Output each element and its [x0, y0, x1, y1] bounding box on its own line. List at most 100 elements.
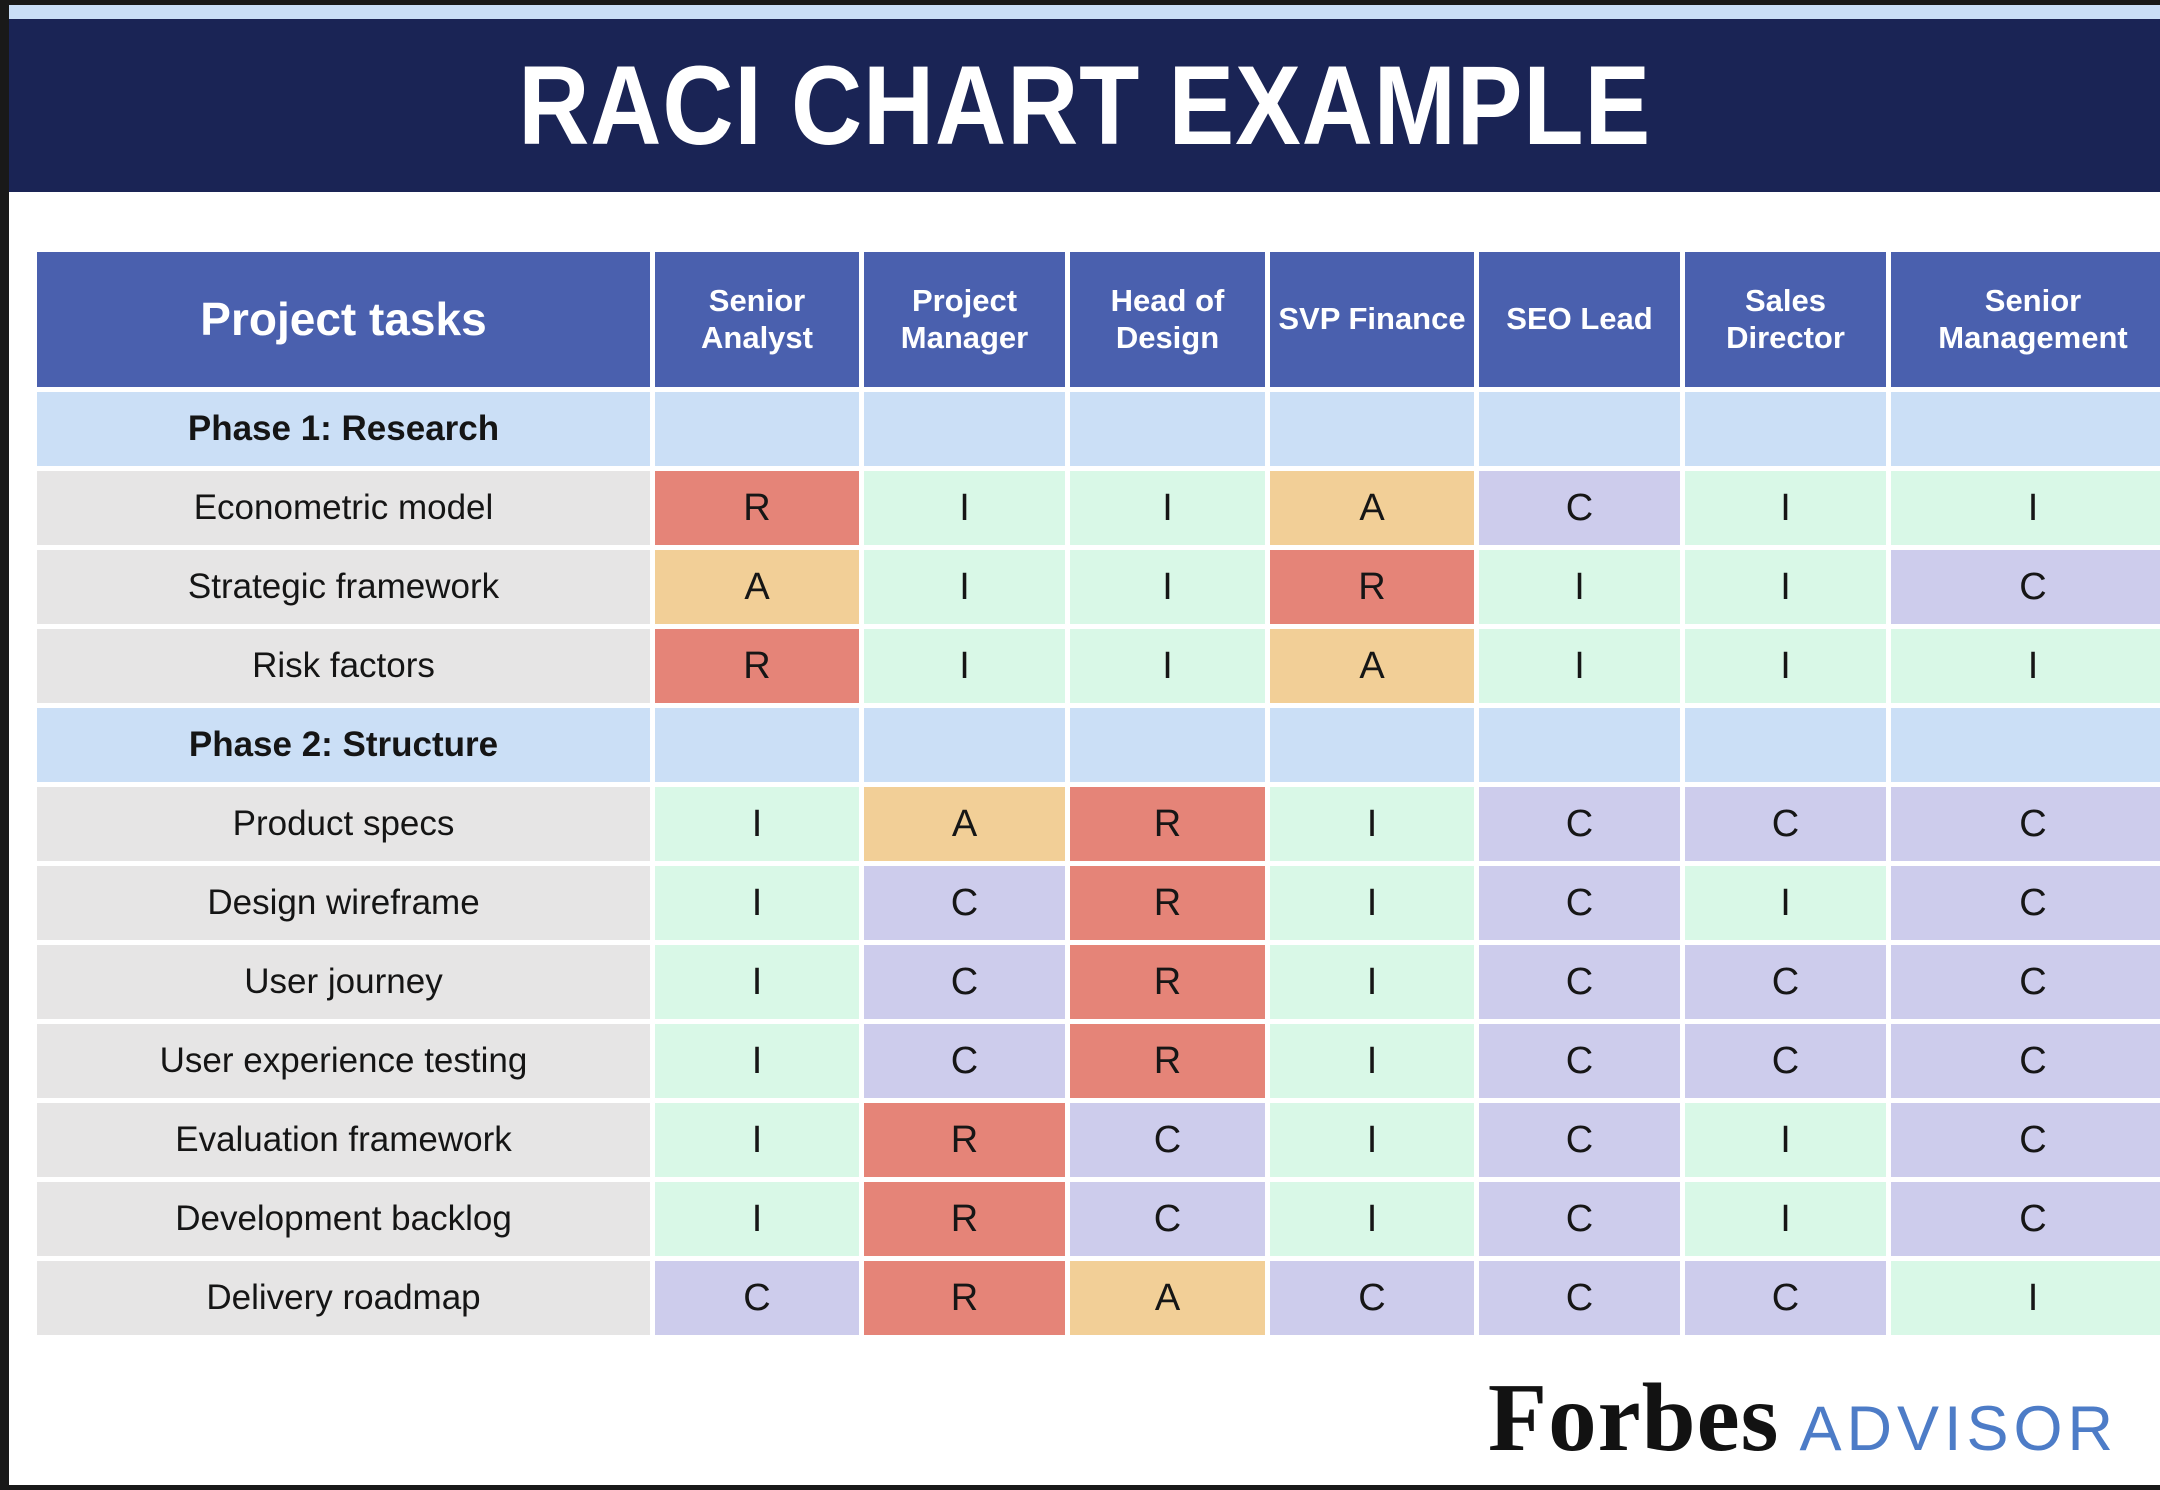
task-row-label: Product specs	[37, 787, 650, 861]
phase-row-cell	[655, 708, 859, 782]
raci-cell: I	[1270, 1103, 1474, 1177]
raci-cell: C	[1891, 945, 2160, 1019]
task-row-label: Econometric model	[37, 471, 650, 545]
raci-cell: I	[655, 866, 859, 940]
forbes-wordmark: Forbes	[1487, 1364, 1780, 1471]
raci-cell: I	[1270, 787, 1474, 861]
task-row-label: Development backlog	[37, 1182, 650, 1256]
column-header-senior-management: Senior Management	[1891, 252, 2160, 387]
phase-row-label: Phase 1: Research	[37, 392, 650, 466]
column-header-senior-analyst: Senior Analyst	[655, 252, 859, 387]
raci-cell: I	[1270, 945, 1474, 1019]
raci-cell: I	[655, 945, 859, 1019]
raci-cell: C	[1270, 1261, 1474, 1335]
raci-cell: C	[1891, 866, 2160, 940]
raci-cell: I	[1891, 629, 2160, 703]
raci-cell: C	[1479, 1103, 1680, 1177]
page-title: RACI CHART EXAMPLE	[518, 43, 1651, 168]
task-row-label: User journey	[37, 945, 650, 1019]
raci-cell: C	[1479, 787, 1680, 861]
raci-cell: I	[1685, 550, 1886, 624]
column-header-sales-director: Sales Director	[1685, 252, 1886, 387]
raci-cell: C	[1479, 471, 1680, 545]
phase-row-label: Phase 2: Structure	[37, 708, 650, 782]
raci-cell: I	[864, 550, 1065, 624]
raci-cell: I	[655, 1103, 859, 1177]
raci-cell: I	[1070, 471, 1265, 545]
phase-row-cell	[655, 392, 859, 466]
phase-row-cell	[1270, 708, 1474, 782]
raci-cell: C	[1685, 1024, 1886, 1098]
raci-cell: A	[1070, 1261, 1265, 1335]
raci-cell: I	[1270, 866, 1474, 940]
raci-cell: C	[864, 945, 1065, 1019]
raci-cell: R	[655, 471, 859, 545]
top-accent-strip	[9, 5, 2160, 19]
raci-cell: I	[1891, 471, 2160, 545]
raci-cell: I	[1891, 1261, 2160, 1335]
raci-cell: C	[864, 866, 1065, 940]
raci-cell: I	[1685, 1103, 1886, 1177]
advisor-wordmark: ADVISOR	[1799, 1394, 2118, 1464]
phase-row-cell	[1685, 392, 1886, 466]
phase-row-cell	[1070, 708, 1265, 782]
raci-cell: I	[864, 471, 1065, 545]
task-row-label: Strategic framework	[37, 550, 650, 624]
task-row-label: Delivery roadmap	[37, 1261, 650, 1335]
column-header-project-manager: Project Manager	[864, 252, 1065, 387]
raci-cell: A	[864, 787, 1065, 861]
raci-cell: I	[1070, 629, 1265, 703]
raci-cell: C	[1685, 1261, 1886, 1335]
phase-row-cell	[1479, 392, 1680, 466]
raci-cell: C	[1891, 1103, 2160, 1177]
raci-cell: I	[1479, 629, 1680, 703]
frame-edge-bottom	[0, 1485, 2160, 1490]
raci-cell: I	[1270, 1024, 1474, 1098]
raci-cell: C	[1685, 945, 1886, 1019]
raci-cell: I	[1479, 550, 1680, 624]
raci-cell: R	[1070, 945, 1265, 1019]
raci-cell: C	[864, 1024, 1065, 1098]
raci-cell: C	[1070, 1182, 1265, 1256]
raci-cell: I	[1685, 1182, 1886, 1256]
raci-cell: I	[655, 1182, 859, 1256]
raci-cell: I	[1070, 550, 1265, 624]
raci-cell: C	[1891, 1024, 2160, 1098]
raci-cell: C	[655, 1261, 859, 1335]
frame-edge-left	[0, 0, 9, 1490]
task-row-label: Risk factors	[37, 629, 650, 703]
raci-cell: I	[1685, 629, 1886, 703]
column-header-head-of-design: Head of Design	[1070, 252, 1265, 387]
raci-cell: C	[1479, 1182, 1680, 1256]
raci-cell: R	[655, 629, 859, 703]
phase-row-cell	[1891, 708, 2160, 782]
raci-cell: R	[864, 1261, 1065, 1335]
raci-cell: A	[1270, 471, 1474, 545]
raci-cell: I	[864, 629, 1065, 703]
task-row-label: Design wireframe	[37, 866, 650, 940]
raci-cell: C	[1070, 1103, 1265, 1177]
phase-row-cell	[1479, 708, 1680, 782]
raci-cell: C	[1891, 1182, 2160, 1256]
raci-cell: I	[655, 1024, 859, 1098]
title-banner: RACI CHART EXAMPLE	[9, 19, 2160, 192]
raci-cell: C	[1891, 787, 2160, 861]
raci-cell: C	[1685, 787, 1886, 861]
raci-cell: R	[1070, 866, 1265, 940]
column-header-seo-lead: SEO Lead	[1479, 252, 1680, 387]
task-row-label: User experience testing	[37, 1024, 650, 1098]
raci-cell: R	[864, 1103, 1065, 1177]
phase-row-cell	[1070, 392, 1265, 466]
phase-row-cell	[1270, 392, 1474, 466]
raci-cell: R	[1270, 550, 1474, 624]
project-tasks-header: Project tasks	[37, 252, 650, 387]
phase-row-cell	[864, 708, 1065, 782]
frame-edge-top	[0, 0, 2160, 5]
column-header-svp-finance: SVP Finance	[1270, 252, 1474, 387]
raci-cell: R	[1070, 1024, 1265, 1098]
raci-cell: R	[1070, 787, 1265, 861]
raci-cell: I	[1270, 1182, 1474, 1256]
raci-cell: I	[655, 787, 859, 861]
raci-cell: R	[864, 1182, 1065, 1256]
